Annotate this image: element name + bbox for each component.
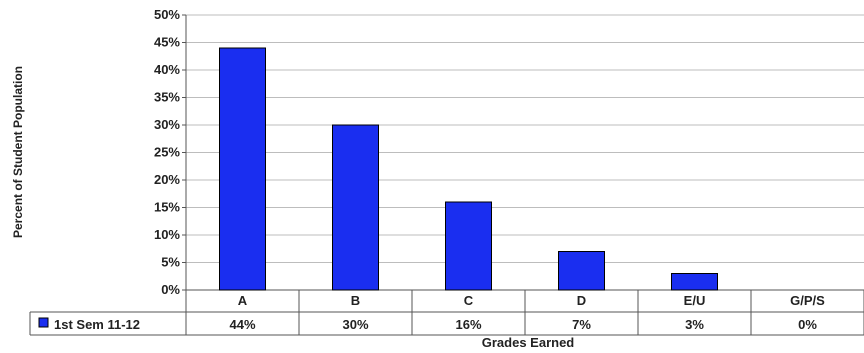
data-label: 3% [685,317,704,332]
bars [219,47,718,291]
bar-a [219,47,266,291]
y-tick-label: 20% [154,172,180,187]
legend-series-name: 1st Sem 11-12 [54,317,140,332]
data-label: 7% [572,317,591,332]
y-tick-label: 30% [154,117,180,132]
x-tick-label: A [238,293,248,308]
x-tick-label: D [577,293,586,308]
y-tick-label: 15% [154,200,180,215]
y-tick-label: 0% [161,282,180,297]
bar-d [558,251,605,291]
x-tick-label: G/P/S [790,293,825,308]
y-tick-label: 35% [154,90,180,105]
y-tick-label: 10% [154,227,180,242]
data-label: 0% [798,317,817,332]
y-tick-label: 40% [154,62,180,77]
bar-eu [671,273,718,291]
gridlines [182,14,864,291]
y-tick-label: 25% [154,145,180,160]
bar-b [332,124,379,291]
y-tick-labels: 0% 5% 10% 15% 20% 25% 30% 35% 40% 45% 50% [154,7,180,297]
y-tick-label: 5% [161,255,180,270]
x-tick-label: E/U [684,293,706,308]
x-tick-label: C [464,293,474,308]
bar-c [445,201,492,291]
x-axis-label: Grades Earned [482,335,575,350]
data-label: 16% [455,317,481,332]
y-axis-label: Percent of Student Population [11,66,25,238]
y-tick-label: 45% [154,35,180,50]
data-label: 44% [229,317,255,332]
data-table: A 44% B 30% C 16% D 7% E/U 3% G/P/S 0% 1st Sem 11-12 [29,290,864,336]
x-tick-label: B [351,293,360,308]
data-label: 30% [342,317,368,332]
legend-swatch [38,317,49,328]
y-tick-label: 50% [154,7,180,22]
